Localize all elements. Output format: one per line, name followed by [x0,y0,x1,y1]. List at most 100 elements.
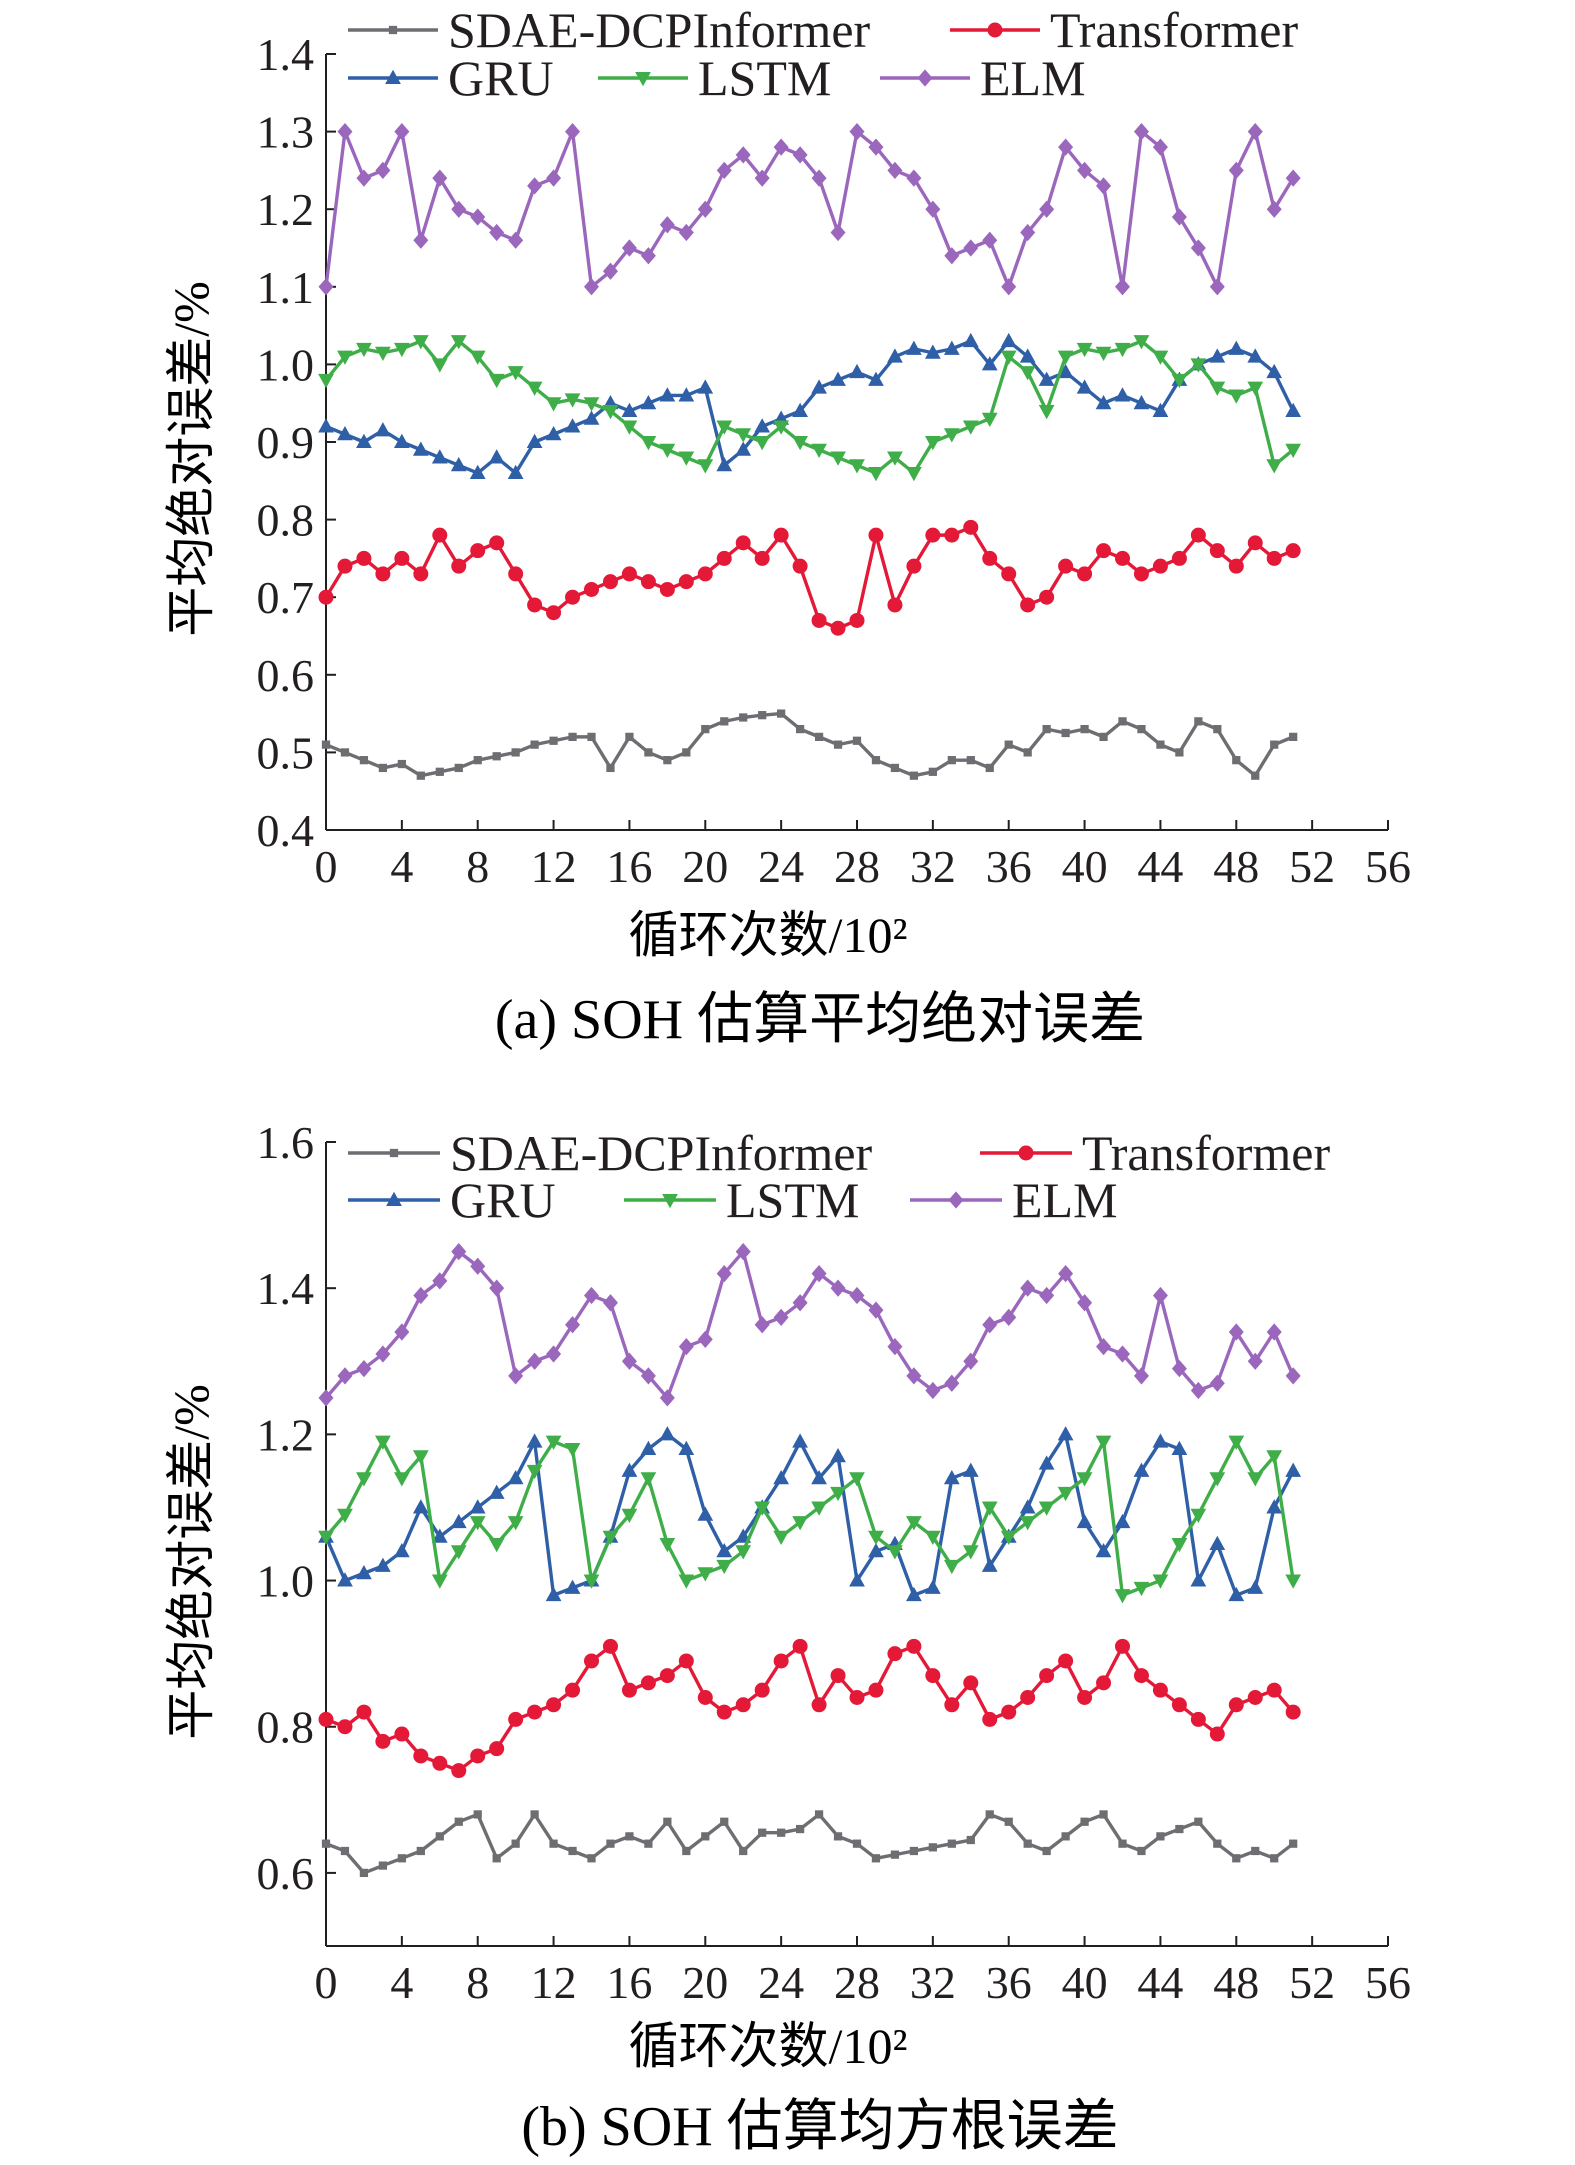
data-point-elm [1228,1323,1244,1341]
data-point-transformer [925,527,941,543]
data-point-lstm [1285,1574,1302,1589]
data-point-sdae-dcpinformer [1270,740,1279,749]
data-point-transformer [1058,558,1074,574]
data-point-transformer [489,1741,505,1757]
data-point-gru [1228,1586,1245,1602]
legend-item-sdae-dcpinformer: SDAE-DCPInformer [348,2,871,58]
data-point-transformer [716,1704,732,1720]
legend-swatch-marker [385,69,401,84]
data-point-transformer [1058,1653,1074,1669]
data-point-transformer [621,566,637,582]
data-point-sdae-dcpinformer [568,1846,577,1856]
x-tick-label: 8 [466,1957,489,2008]
data-point-gru [1266,1499,1283,1514]
data-point-lstm [602,1530,619,1545]
data-point-sdae-dcpinformer [321,1839,331,1848]
data-point-transformer [887,597,903,613]
data-point-transformer [1001,1704,1017,1720]
data-point-elm [1285,1367,1301,1385]
data-point-lstm [1000,1530,1017,1545]
data-point-transformer [963,519,979,535]
x-tick-label: 24 [758,1957,804,2008]
data-point-gru [337,425,353,441]
x-tick-label: 12 [531,841,577,892]
data-point-gru [431,1528,448,1543]
data-point-elm [906,1367,922,1385]
data-point-lstm [1171,373,1188,389]
data-point-lstm [754,1501,771,1516]
data-point-sdae-dcpinformer [1156,1832,1165,1841]
data-point-transformer [546,605,562,621]
data-point-lstm [868,467,884,482]
legend-swatch-marker [386,1191,402,1206]
x-tick-label: 20 [682,841,728,892]
x-tick-label: 4 [390,841,413,892]
data-point-lstm [678,451,695,466]
data-point-transformer [773,527,789,543]
data-point-gru [1209,1535,1226,1550]
data-point-gru [716,1543,733,1558]
data-point-sdae-dcpinformer [1232,756,1241,765]
data-point-sdae-dcpinformer [1023,1839,1032,1848]
data-point-transformer [489,535,505,551]
data-point-elm [527,1352,543,1370]
data-point-gru [431,449,448,464]
data-point-lstm [716,420,733,435]
data-point-transformer [1133,1668,1149,1684]
legend-swatch-marker [662,1194,678,1209]
data-point-lstm [962,420,979,435]
data-point-elm [678,223,694,242]
x-axis-label-a: 循环次数/10² [629,907,908,963]
data-point-sdae-dcpinformer [1099,1810,1108,1819]
data-point-elm [773,1308,789,1327]
legend-label: LSTM [726,1172,859,1228]
data-point-elm [906,169,922,187]
data-point-transformer [640,1675,656,1691]
data-point-transformer [963,1675,979,1691]
data-point-sdae-dcpinformer [985,1810,994,1819]
data-point-transformer [811,612,827,628]
data-point-sdae-dcpinformer [1156,740,1165,749]
x-axis-label-b: 循环次数/10² [629,2018,908,2074]
data-point-transformer [337,558,353,574]
data-point-sdae-dcpinformer [492,752,501,761]
data-point-transformer [1266,550,1282,566]
legend-item-sdae-dcpinformer: SDAE-DCPInformer [348,1125,873,1181]
data-point-transformer [697,1689,713,1705]
data-point-gru [1266,363,1283,379]
data-point-elm [735,146,751,164]
data-point-lstm [1171,1538,1188,1553]
data-point-sdae-dcpinformer [833,1832,843,1841]
data-point-transformer [1096,543,1112,559]
data-point-elm [792,1294,808,1312]
data-point-lstm [1000,350,1017,365]
data-point-gru [1038,1455,1055,1470]
data-point-sdae-dcpinformer [795,1824,805,1834]
x-tick-label: 56 [1365,841,1411,892]
data-point-elm [1039,200,1055,218]
data-point-elm [451,200,467,218]
data-point-gru [981,1557,998,1572]
data-point-sdae-dcpinformer [795,724,805,734]
data-point-gru [1019,348,1036,363]
data-point-transformer [735,1697,751,1713]
y-axis-label-a: 平均绝对误差/% [163,281,219,637]
data-point-lstm [906,1516,922,1531]
data-point-gru [678,387,695,402]
data-point-sdae-dcpinformer [359,1868,369,1878]
legend-item-lstm: LSTM [624,1172,859,1228]
data-point-sdae-dcpinformer [587,1854,596,1863]
chart-b-rmse: SDAE-DCPInformer Transformer GRU LSTM ELM 0.… [163,1117,1411,2158]
data-point-sdae-dcpinformer [359,756,369,765]
series-line-gru [325,339,1295,475]
data-point-lstm [1190,358,1207,373]
data-point-lstm [1076,342,1093,358]
data-point-gru [356,433,372,448]
data-point-elm [811,169,827,187]
data-point-gru [754,418,771,433]
data-point-lstm [640,1472,657,1487]
data-point-sdae-dcpinformer [777,1828,786,1837]
data-point-transformer [602,574,618,590]
data-point-elm [1209,278,1225,296]
data-point-lstm [469,350,486,365]
